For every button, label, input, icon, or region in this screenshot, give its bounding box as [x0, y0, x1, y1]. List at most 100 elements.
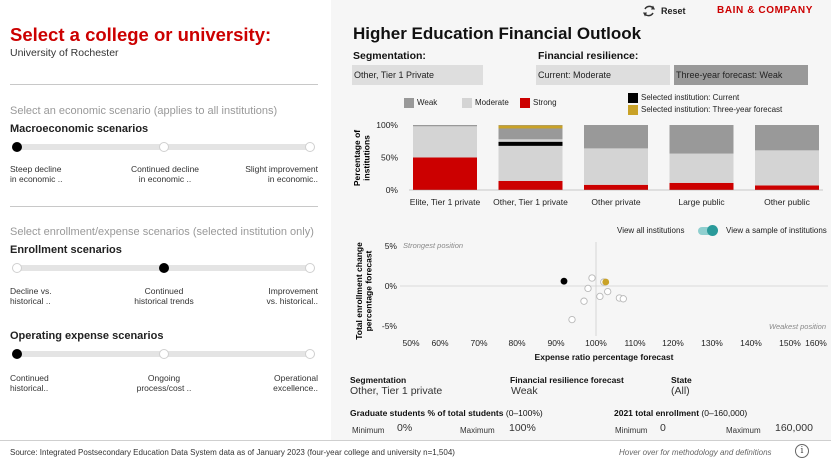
sample-toggle-knob[interactable] [707, 225, 718, 236]
enrollment-option-improvement[interactable] [305, 263, 315, 273]
scatter-x-tick: 60% [431, 338, 448, 348]
bar-segment-weak [669, 125, 734, 154]
brand-logo: BAIN & COMPANY [717, 5, 813, 16]
enrollment-label: 2021 total enrollment (0–160,000) [614, 408, 748, 418]
scenario-panel [0, 0, 331, 440]
opex-heading: Operating expense scenarios [10, 330, 164, 342]
college-select[interactable]: University of Rochester [10, 47, 119, 59]
enroll-max-input[interactable]: 160,000 [775, 422, 813, 434]
methodology-hint[interactable]: Hover over for methodology and definitio… [619, 448, 772, 457]
toggle-sample-label[interactable]: View a sample of institutions [726, 226, 827, 235]
footer-divider [0, 440, 831, 441]
legend-weak-swatch [404, 98, 414, 108]
bar-segment-moderate [755, 150, 819, 186]
scatter-y-tick: -5% [382, 321, 398, 331]
enrollment-prompt: Select enrollment/expense scenarios (sel… [10, 226, 314, 238]
bar-category-label: Other public [764, 197, 811, 207]
reset-button[interactable]: Reset [661, 6, 686, 16]
macro-option-label: Steep decline in economic .. [10, 164, 63, 184]
bar-segment-strong [755, 185, 819, 190]
scatter-x-tick: 160% [805, 338, 827, 348]
macro-option-steep-decline[interactable] [12, 142, 22, 152]
bar-segment-moderate [584, 148, 648, 185]
enroll-max-label: Maximum [726, 426, 761, 435]
detail-state-label: State [671, 375, 692, 385]
reset-icon[interactable] [642, 4, 656, 18]
scatter-x-tick: 100% [585, 338, 607, 348]
institution-point [604, 287, 612, 296]
bar-segment-moderate [669, 153, 734, 183]
opex-option-continued[interactable] [12, 349, 22, 359]
enrollment-option-label: Continued historical trends [134, 286, 194, 306]
scatter-x-tick: 50% [402, 338, 419, 348]
bar-segment-moderate [498, 139, 563, 181]
bar-segment-strong [584, 184, 648, 190]
grad-min-label: Minimum [352, 426, 385, 435]
scatter-x-tick: 110% [624, 338, 646, 348]
grad-max-label: Maximum [460, 426, 495, 435]
grad-max-input[interactable]: 100% [509, 422, 536, 434]
macro-heading: Macroeconomic scenarios [10, 123, 149, 135]
institution-point [568, 315, 576, 324]
macro-option-slight-improvement[interactable] [305, 142, 315, 152]
enrollment-option-label: Decline vs. historical .. [10, 286, 52, 306]
institution-point [584, 284, 592, 293]
institution-scatter-chart[interactable]: Total enrollment changepercentage foreca… [350, 236, 831, 366]
segmentation-value: Other, Tier 1 Private [352, 65, 483, 85]
legend-forecast-label: Selected institution: Three-year forecas… [641, 105, 783, 114]
bar-category-label: Other, Tier 1 private [493, 197, 568, 207]
resilience-forecast: Three-year forecast: Weak [674, 65, 808, 85]
legend-current-label: Selected institution: Current [641, 93, 740, 102]
institution-point [619, 295, 627, 303]
bar-y-axis-label: Percentage ofinstitutions [352, 130, 371, 186]
macro-option-continued-decline[interactable] [159, 142, 169, 152]
macro-option-label: Slight improvement in economic.. [245, 164, 318, 184]
divider [10, 84, 318, 85]
detail-segmentation-label: Segmentation [350, 375, 407, 385]
selected-forecast-marker [498, 125, 563, 129]
toggle-all-label[interactable]: View all institutions [617, 226, 685, 235]
bar-y-tick: 100% [376, 120, 398, 130]
legend-current-swatch [628, 93, 638, 103]
bar-category-label: Large public [678, 197, 725, 207]
grad-students-label: Graduate students % of total students (0… [350, 408, 543, 418]
legend-weak-label: Weak [417, 98, 438, 107]
bar-y-tick: 0% [386, 185, 399, 195]
bar-segment-moderate [413, 126, 477, 158]
detail-resilience-value[interactable]: Weak [511, 385, 538, 397]
scatter-x-axis-label: Expense ratio percentage forecast [535, 352, 674, 362]
opex-option-operational[interactable] [305, 349, 315, 359]
scatter-x-tick: 130% [701, 338, 723, 348]
economic-prompt: Select an economic scenario (applies to … [10, 105, 278, 117]
selected-current-marker [498, 141, 563, 146]
detail-segmentation-value[interactable]: Other, Tier 1 private [350, 385, 443, 397]
grad-min-input[interactable]: 0% [397, 422, 413, 434]
bar-segment-weak [584, 125, 648, 149]
strongest-position-label: Strongest position [403, 241, 463, 250]
scatter-plot-area [400, 242, 828, 336]
opex-option-ongoing[interactable] [159, 349, 169, 359]
institution-point [588, 274, 596, 282]
detail-state-value[interactable]: (All) [671, 385, 690, 397]
bar-segment-weak [413, 125, 477, 127]
scatter-y-tick: 0% [385, 281, 398, 291]
scatter-x-tick: 90% [547, 338, 564, 348]
bar-category-label: Elite, Tier 1 private [410, 197, 481, 207]
enrollment-option-decline[interactable] [12, 263, 22, 273]
page-title: Select a college or university: [10, 24, 272, 45]
selected-current-point [560, 277, 568, 285]
opex-option-label: Continued historical.. [10, 373, 49, 393]
info-icon[interactable]: i [795, 444, 809, 458]
resilience-label: Financial resilience: [538, 50, 639, 62]
opex-option-label: Ongoing process/cost .. [136, 373, 192, 393]
bar-segment-strong [413, 157, 477, 190]
enroll-min-input[interactable]: 0 [660, 422, 666, 434]
opex-option-label: Operational excellence.. [273, 373, 318, 393]
bar-segment-strong [498, 180, 563, 190]
enrollment-option-continued[interactable] [159, 263, 169, 273]
legend-moderate-swatch [462, 98, 472, 108]
enrollment-option-label: Improvement vs. historical.. [266, 286, 319, 306]
macro-option-label: Continued decline in economic .. [130, 164, 200, 184]
scatter-x-tick: 120% [662, 338, 684, 348]
bar-segment-strong [669, 182, 734, 190]
